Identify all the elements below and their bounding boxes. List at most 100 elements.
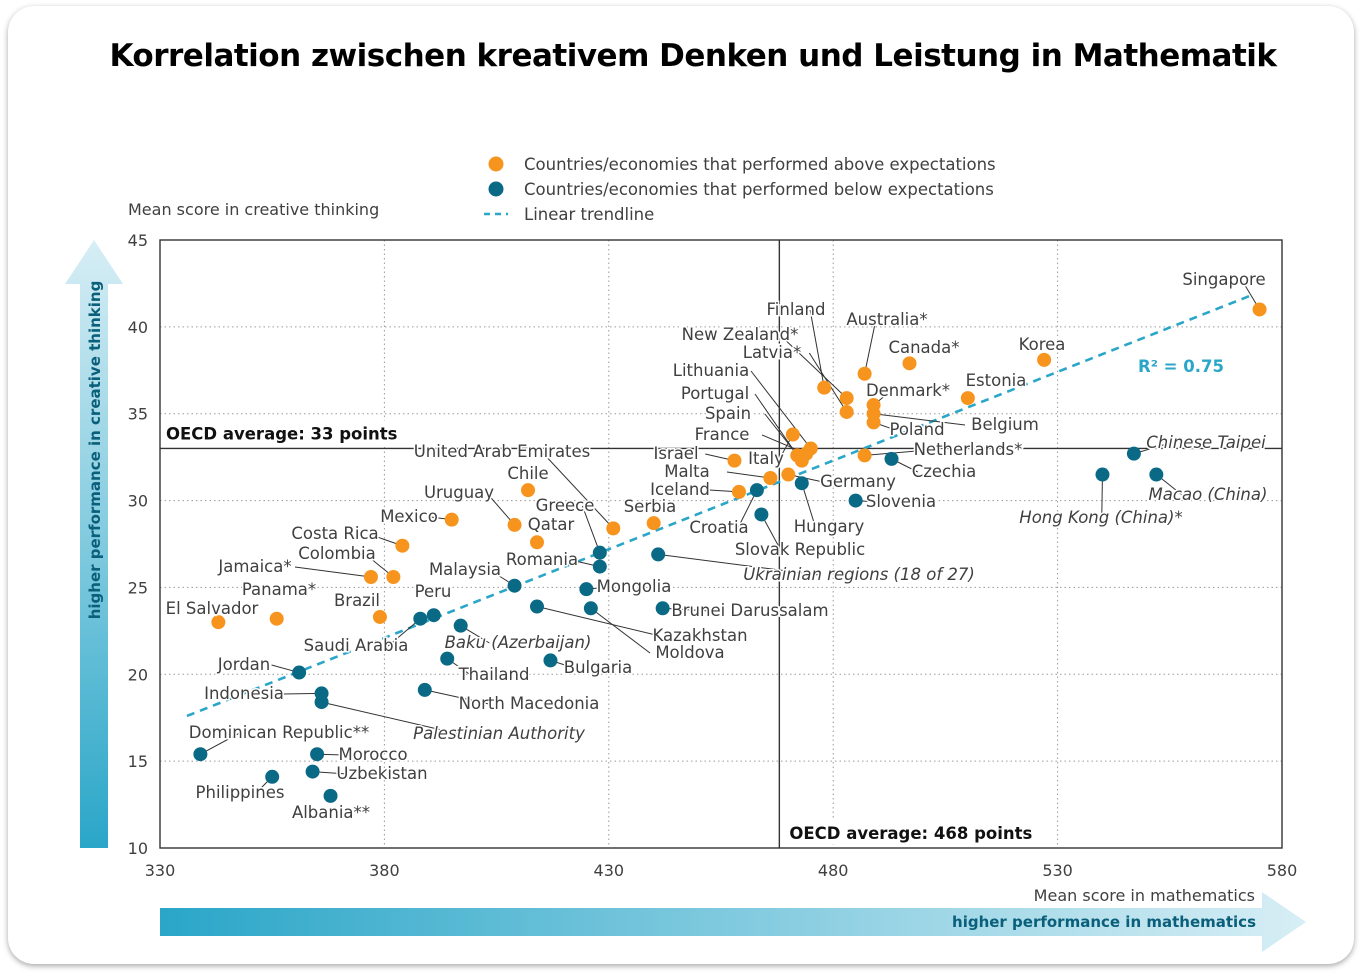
- leader-line: [801, 483, 816, 528]
- point-label: United Arab Emirates: [414, 442, 591, 461]
- leader-line: [662, 607, 711, 612]
- point-label: Slovak Republic: [735, 540, 865, 559]
- y-tick-label: 35: [128, 405, 148, 424]
- point-label: Estonia: [966, 371, 1027, 390]
- point-label: Indonesia: [204, 684, 284, 703]
- oecd-avg-x-label-bg: [785, 820, 1042, 844]
- point-label: Netherlands*: [914, 440, 1023, 459]
- data-point-above: [781, 467, 796, 482]
- leader-line: [750, 370, 812, 449]
- leader-line: [864, 319, 877, 374]
- point-label: Dominican Republic**: [189, 723, 369, 742]
- data-point-below: [655, 601, 670, 616]
- x-tick-label: 330: [145, 861, 176, 880]
- data-point-below: [314, 695, 329, 710]
- y-tick-label: 25: [128, 578, 148, 597]
- y-tick-label: 10: [128, 839, 148, 858]
- chart-frame: [8, 6, 1354, 964]
- leader-line: [200, 732, 240, 755]
- x-tick-label: 430: [594, 861, 625, 880]
- data-point-below: [884, 451, 899, 466]
- data-point-above: [857, 448, 872, 463]
- point-label: Morocco: [338, 745, 407, 764]
- point-label: Malaysia: [429, 560, 501, 579]
- data-point-above: [211, 615, 226, 630]
- y-arrow-label: higher performance in creative thinking: [86, 281, 104, 620]
- data-point-above: [1252, 302, 1267, 317]
- x-tick-label: 530: [1042, 861, 1073, 880]
- data-point-above: [960, 391, 975, 406]
- x-axis-title: Mean score in mathematics: [1034, 886, 1255, 905]
- point-label: Czechia: [912, 462, 977, 481]
- leader-line: [321, 701, 460, 735]
- point-label: Lithuania: [673, 361, 749, 380]
- data-point-below: [543, 653, 558, 668]
- data-point-above: [866, 415, 881, 430]
- point-label: Kazakhstan: [652, 626, 747, 645]
- y-tick-label: 40: [128, 318, 148, 337]
- data-point-above: [817, 380, 832, 395]
- point-label: Jordan: [217, 655, 271, 674]
- leader-line: [658, 553, 820, 576]
- leader-line: [536, 606, 661, 637]
- data-point-above: [372, 609, 387, 624]
- data-point-above: [269, 611, 284, 626]
- oecd-average-x-label: OECD average: 468 points: [789, 824, 1032, 843]
- point-label: Thailand: [458, 665, 530, 684]
- point-label: El Salvador: [166, 599, 259, 618]
- data-point-below: [848, 493, 863, 508]
- x-axis-arrow: [160, 892, 1306, 952]
- data-point-below: [323, 788, 338, 803]
- x-tick-label: 380: [369, 861, 400, 880]
- y-tick-label: 45: [128, 231, 148, 250]
- point-label: Singapore: [1182, 270, 1265, 289]
- point-label: Israel: [653, 444, 698, 463]
- point-label: Peru: [415, 582, 452, 601]
- data-point-below: [305, 764, 320, 779]
- data-point-above: [727, 453, 742, 468]
- point-label: Brunei Darussalam: [671, 601, 828, 620]
- point-label: North Macedonia: [459, 694, 600, 713]
- leader-line: [864, 449, 929, 456]
- data-point-above: [646, 516, 661, 531]
- data-point-below: [413, 611, 428, 626]
- data-point-above: [763, 470, 778, 485]
- y-axis-title: Mean score in creative thinking: [128, 200, 379, 219]
- data-point-above: [785, 427, 800, 442]
- oecd-average-y-label: OECD average: 33 points: [166, 424, 398, 443]
- y-tick-label: 30: [128, 492, 148, 511]
- data-point-below: [749, 483, 764, 498]
- point-label: Macao (China): [1149, 485, 1268, 504]
- point-label: Portugal: [681, 384, 749, 403]
- x-arrow-label: higher performance in mathematics: [952, 913, 1256, 931]
- data-point-above: [507, 517, 522, 532]
- point-label: Ukrainian regions (18 of 27): [743, 565, 975, 584]
- point-label: Brazil: [334, 591, 380, 610]
- leader-line: [294, 566, 372, 578]
- data-point-above: [395, 538, 410, 553]
- x-tick-label: 580: [1267, 861, 1298, 880]
- point-label: Philippines: [196, 783, 285, 802]
- data-point-above: [386, 570, 401, 585]
- point-label: Qatar: [528, 515, 575, 534]
- point-label: Serbia: [624, 497, 677, 516]
- data-point-above: [363, 570, 378, 585]
- point-label: Finland: [767, 300, 826, 319]
- point-label: Saudi Arabia: [304, 636, 409, 655]
- data-point-below: [265, 769, 280, 784]
- data-point-below: [651, 547, 666, 562]
- point-label: Mongolia: [597, 577, 672, 596]
- data-point-below: [292, 665, 307, 680]
- data-point-below: [579, 582, 594, 597]
- data-point-below: [507, 578, 522, 593]
- data-point-above: [606, 521, 621, 536]
- point-label: Korea: [1019, 335, 1066, 354]
- data-point-above: [1037, 352, 1052, 367]
- leader-line: [1101, 474, 1103, 519]
- leader-line: [424, 689, 490, 705]
- data-point-below: [592, 559, 607, 574]
- data-point-above: [839, 404, 854, 419]
- point-label: Latvia*: [743, 343, 801, 362]
- point-label: Chile: [507, 464, 548, 483]
